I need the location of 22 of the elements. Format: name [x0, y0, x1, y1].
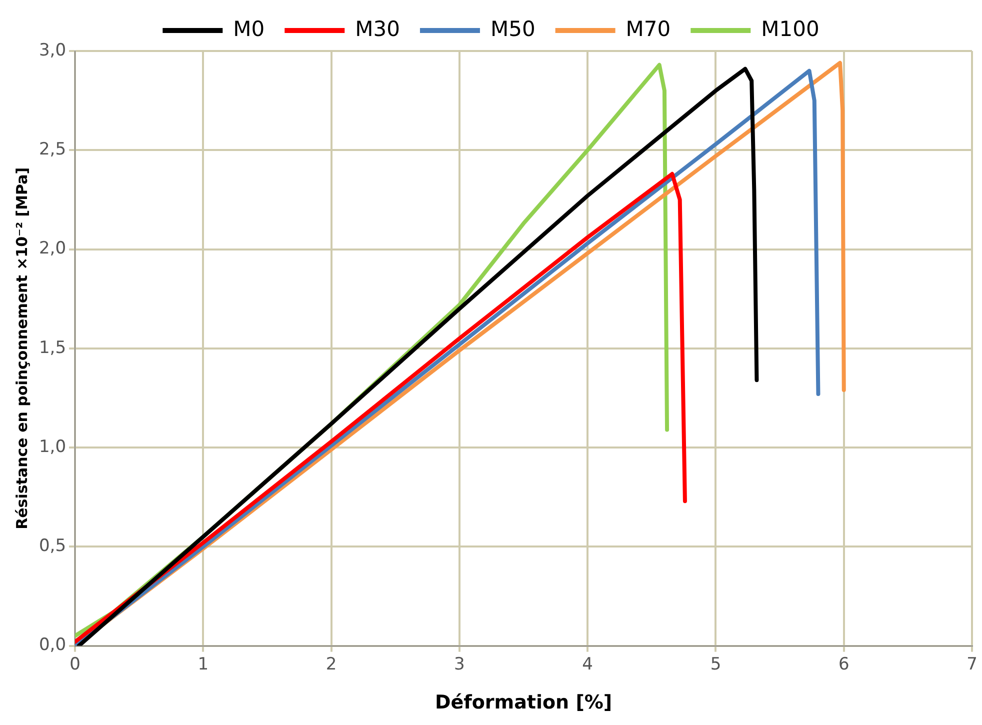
- legend-label: M100: [761, 16, 820, 41]
- x-tick-label: 4: [582, 654, 593, 674]
- x-tick-label: 2: [326, 654, 337, 674]
- y-tick-label: 2,5: [38, 140, 66, 160]
- y-tick-label: 0,5: [38, 536, 66, 556]
- x-tick-label: 1: [198, 654, 209, 674]
- y-tick-label: 1,5: [38, 338, 66, 358]
- legend-label: M30: [355, 16, 400, 41]
- y-tick-label: 1,0: [38, 436, 66, 457]
- legend-label: M0: [233, 16, 265, 41]
- y-tick-label: 3,0: [38, 40, 66, 60]
- y-axis-title: Résistance en poinçonnement ×10⁻² [MPa]: [12, 167, 31, 530]
- x-tick-label: 3: [454, 654, 465, 674]
- legend-label: M50: [490, 16, 536, 41]
- x-axis-title: Déformation [%]: [434, 692, 612, 714]
- y-tick-label: 2,0: [38, 238, 66, 259]
- x-tick-label: 0: [70, 654, 80, 674]
- x-tick-label: 7: [966, 654, 978, 674]
- x-tick-label: 6: [838, 654, 850, 674]
- x-tick-label: 5: [710, 654, 722, 674]
- y-tick-label: 0,0: [38, 635, 66, 656]
- legend-label: M70: [626, 16, 671, 41]
